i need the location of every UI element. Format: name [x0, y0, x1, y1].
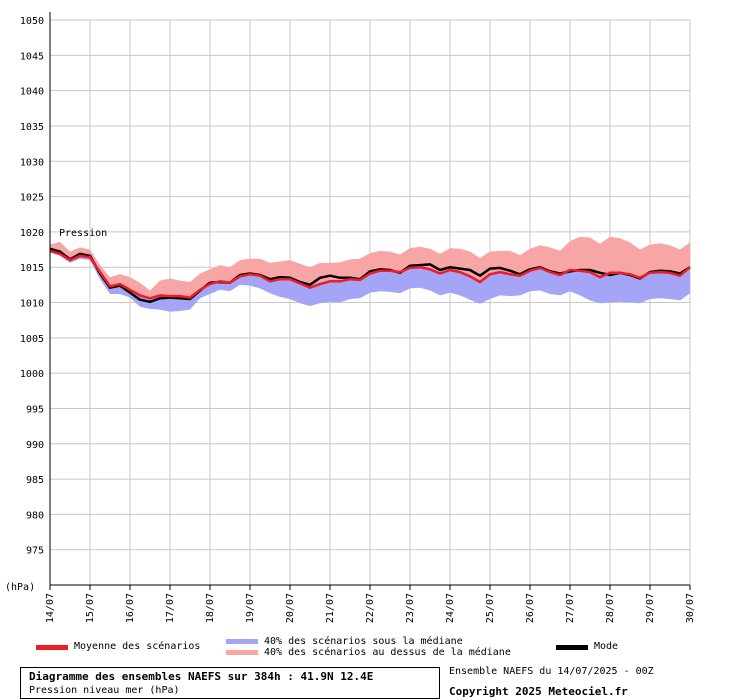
y-tick-label: 1045 [20, 51, 44, 62]
x-tick-label: 19/07 [245, 593, 256, 623]
unit-label: (hPa) [5, 582, 35, 593]
legend-above-label: 40% des scénarios au dessus de la médian… [264, 647, 511, 658]
run-info: Ensemble NAEFS du 14/07/2025 - 00Z [449, 666, 654, 677]
series-label: Pression [59, 228, 107, 239]
copyright: Copyright 2025 Meteociel.fr [449, 685, 628, 698]
x-tick-label: 22/07 [365, 593, 376, 623]
x-tick-label: 16/07 [125, 593, 136, 623]
y-tick-label: 1040 [20, 87, 44, 98]
x-tick-label: 26/07 [525, 593, 536, 623]
y-tick-label: 1030 [20, 157, 44, 168]
x-tick-label: 24/07 [445, 593, 456, 623]
y-tick-label: 1010 [20, 299, 44, 310]
x-tick-label: 29/07 [645, 593, 656, 623]
x-tick-label: 14/07 [45, 593, 56, 623]
y-tick-label: 1025 [20, 193, 44, 204]
y-tick-label: 1020 [20, 228, 44, 239]
legend-mode-label: Mode [594, 641, 619, 652]
legend-below-label: 40% des scénarios sous la médiane [264, 636, 463, 647]
chart-info-box: Diagramme des ensembles NAEFS sur 384h :… [20, 667, 440, 699]
x-tick-label: 30/07 [685, 593, 696, 623]
x-tick-label: 17/07 [165, 593, 176, 623]
chart-subtitle: Pression niveau mer (hPa) [29, 685, 180, 696]
x-tick-label: 20/07 [285, 593, 296, 623]
y-tick-label: 1035 [20, 122, 44, 133]
y-tick-label: 985 [26, 475, 44, 486]
y-tick-label: 1005 [20, 334, 44, 345]
y-tick-label: 995 [26, 404, 44, 415]
legend-mean-swatch [36, 645, 68, 650]
y-tick-label: 1050 [20, 16, 44, 27]
series-lines [49, 247, 691, 304]
x-tick-label: 23/07 [405, 593, 416, 623]
chart-title: Diagramme des ensembles NAEFS sur 384h :… [29, 670, 374, 683]
y-tick-label: 980 [26, 510, 44, 521]
y-tick-label: 1015 [20, 263, 44, 274]
legend-mean-label: Moyenne des scénarios [74, 641, 201, 652]
legend-above-swatch [226, 650, 258, 655]
axes: 975 980 985 990 995 1000 1005 1010 1015 1020 1025 1… [20, 12, 696, 623]
y-tick-label: 1000 [20, 369, 44, 380]
y-tick-label: 975 [26, 546, 44, 557]
band-below-median [50, 250, 690, 312]
x-tick-label: 18/07 [205, 593, 216, 623]
x-tick-label: 25/07 [485, 593, 496, 623]
pressure-ensemble-chart: 975 980 985 990 995 1000 1005 1010 1015 1020 1025 1… [5, 12, 696, 623]
x-tick-label: 27/07 [565, 593, 576, 623]
x-tick-label: 28/07 [605, 593, 616, 623]
x-tick-label: 15/07 [85, 593, 96, 623]
x-tick-label: 21/07 [325, 593, 336, 623]
y-tick-label: 990 [26, 440, 44, 451]
series-mean-line [49, 249, 691, 300]
legend-mode-swatch [556, 645, 588, 650]
legend-below-swatch [226, 639, 258, 644]
grid [49, 19, 691, 585]
